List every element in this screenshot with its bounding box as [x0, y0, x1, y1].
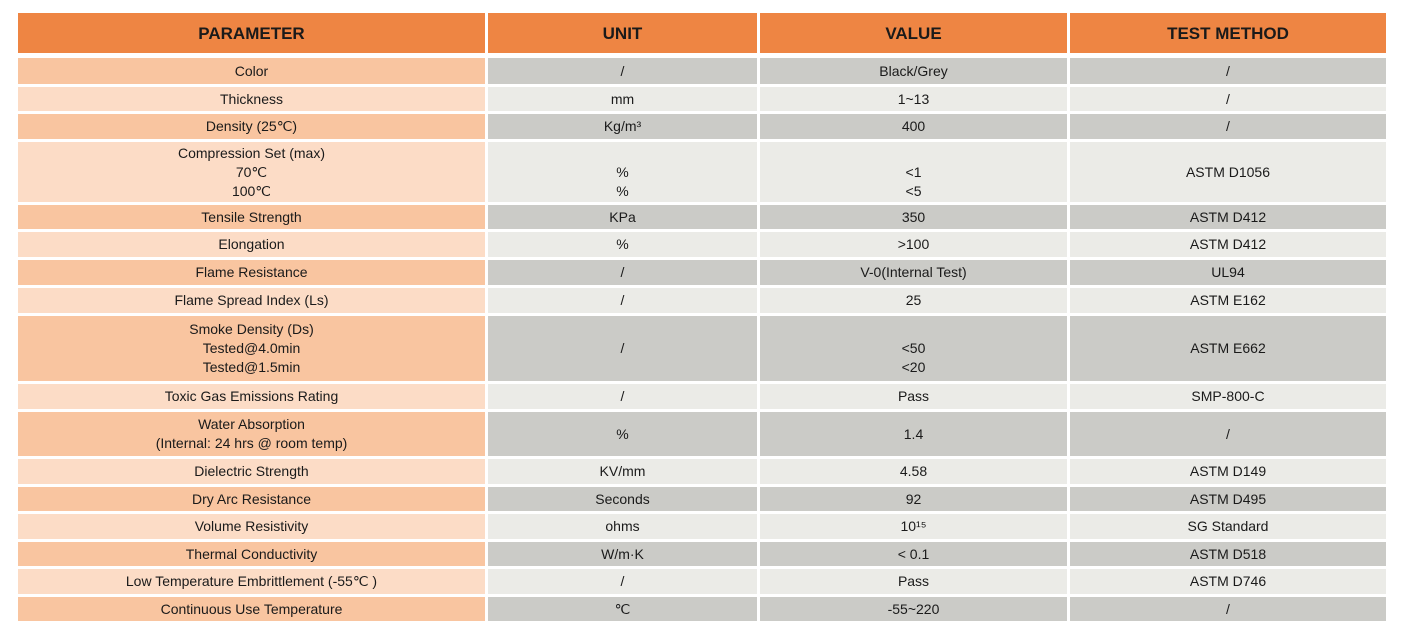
- cell-unit: /: [488, 569, 757, 594]
- header-test-method: TEST METHOD: [1070, 13, 1386, 53]
- cell-value: <1 <5: [760, 142, 1067, 202]
- cell-unit: KPa: [488, 205, 757, 229]
- cell-parameter: Thermal Conductivity: [18, 542, 485, 566]
- cell-value: <50 <20: [760, 316, 1067, 381]
- cell-test-method: ASTM E162: [1070, 288, 1386, 313]
- cell-parameter: Volume Resistivity: [18, 514, 485, 539]
- cell-unit: Kg/m³: [488, 114, 757, 139]
- cell-unit: KV/mm: [488, 459, 757, 484]
- header-unit: UNIT: [488, 13, 757, 53]
- cell-test-method: ASTM D412: [1070, 232, 1386, 257]
- cell-parameter: Toxic Gas Emissions Rating: [18, 384, 485, 409]
- cell-unit: /: [488, 316, 757, 381]
- cell-test-method: SG Standard: [1070, 514, 1386, 539]
- cell-unit: %: [488, 232, 757, 257]
- cell-value: < 0.1: [760, 542, 1067, 566]
- cell-parameter: Water Absorption (Internal: 24 hrs @ roo…: [18, 412, 485, 456]
- cell-value: 4.58: [760, 459, 1067, 484]
- cell-unit: %: [488, 412, 757, 456]
- cell-test-method: ASTM E662: [1070, 316, 1386, 381]
- cell-value: 25: [760, 288, 1067, 313]
- cell-test-method: /: [1070, 87, 1386, 111]
- cell-parameter: Thickness: [18, 87, 485, 111]
- cell-value: Pass: [760, 569, 1067, 594]
- cell-test-method: /: [1070, 412, 1386, 456]
- cell-unit: mm: [488, 87, 757, 111]
- cell-value: >100: [760, 232, 1067, 257]
- cell-value: 1.4: [760, 412, 1067, 456]
- cell-unit: W/m·K: [488, 542, 757, 566]
- cell-test-method: SMP-800-C: [1070, 384, 1386, 409]
- cell-unit: /: [488, 288, 757, 313]
- cell-value: 1~13: [760, 87, 1067, 111]
- cell-parameter: Density (25℃): [18, 114, 485, 139]
- cell-value: V-0(Internal Test): [760, 260, 1067, 285]
- cell-parameter: Tensile Strength: [18, 205, 485, 229]
- cell-test-method: ASTM D412: [1070, 205, 1386, 229]
- header-parameter: PARAMETER: [18, 13, 485, 53]
- cell-test-method: ASTM D1056: [1070, 142, 1386, 202]
- cell-parameter: Dielectric Strength: [18, 459, 485, 484]
- cell-parameter: Low Temperature Embrittlement (-55℃ ): [18, 569, 485, 594]
- cell-unit: % %: [488, 142, 757, 202]
- cell-unit: /: [488, 384, 757, 409]
- cell-test-method: ASTM D518: [1070, 542, 1386, 566]
- header-value: VALUE: [760, 13, 1067, 53]
- cell-value: 400: [760, 114, 1067, 139]
- cell-value: 350: [760, 205, 1067, 229]
- cell-test-method: ASTM D746: [1070, 569, 1386, 594]
- cell-value: Black/Grey: [760, 58, 1067, 84]
- cell-test-method: /: [1070, 58, 1386, 84]
- cell-parameter: Elongation: [18, 232, 485, 257]
- cell-unit: /: [488, 58, 757, 84]
- cell-parameter: Color: [18, 58, 485, 84]
- cell-parameter: Flame Resistance: [18, 260, 485, 285]
- cell-unit: ohms: [488, 514, 757, 539]
- cell-test-method: /: [1070, 114, 1386, 139]
- cell-unit: ℃: [488, 597, 757, 621]
- cell-parameter: Flame Spread Index (Ls): [18, 288, 485, 313]
- cell-parameter: Dry Arc Resistance: [18, 487, 485, 511]
- cell-test-method: UL94: [1070, 260, 1386, 285]
- cell-value: 10¹⁵: [760, 514, 1067, 539]
- cell-test-method: ASTM D149: [1070, 459, 1386, 484]
- cell-unit: /: [488, 260, 757, 285]
- cell-value: -55~220: [760, 597, 1067, 621]
- properties-table: PARAMETER UNIT VALUE TEST METHOD Color / Black…: [18, 13, 1386, 621]
- cell-value: Pass: [760, 384, 1067, 409]
- cell-test-method: /: [1070, 597, 1386, 621]
- cell-test-method: ASTM D495: [1070, 487, 1386, 511]
- cell-parameter: Continuous Use Temperature: [18, 597, 485, 621]
- cell-unit: Seconds: [488, 487, 757, 511]
- cell-parameter: Compression Set (max) 70℃ 100℃: [18, 142, 485, 202]
- cell-parameter: Smoke Density (Ds) Tested@4.0min Tested@…: [18, 316, 485, 381]
- cell-value: 92: [760, 487, 1067, 511]
